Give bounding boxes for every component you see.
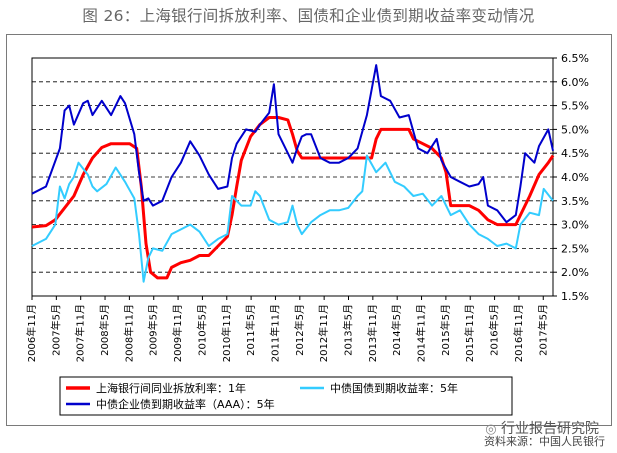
x-tick-label: 2014年11月 <box>415 304 428 362</box>
series-lines <box>31 64 555 283</box>
legend-label-1: 上海银行间同业拆放利率：1年 <box>96 381 246 395</box>
y-tick-label: 3.5% <box>561 195 589 208</box>
y-tick-label: 4.5% <box>561 147 589 160</box>
x-tick-label: 2011年5月 <box>244 304 257 356</box>
y-tick-label: 1.5% <box>561 290 589 303</box>
x-tick-label: 2012年11月 <box>317 304 330 362</box>
y-tick-label: 2.0% <box>561 266 589 279</box>
x-tick-label: 2015年5月 <box>439 304 452 356</box>
x-tick-label: 2013年11月 <box>366 304 379 362</box>
series-line-1 <box>31 116 555 280</box>
legend: 上海银行间同业拆放利率：1年 中债国债到期收益率：5年中债企业债到期收益率（AAA… <box>59 376 513 416</box>
x-tick-label: 2008年11月 <box>122 304 135 362</box>
x-tick-label: 2009年11月 <box>171 304 184 362</box>
x-tick-label: 2007年11月 <box>74 304 87 362</box>
y-axis-ticks: 1.5% 2.0% 2.5% 3.0% 3.5% 4.0% 4.5% 5.0% 5.5% 6.0%… <box>553 52 589 303</box>
x-tick-label: 2015年11月 <box>463 304 476 362</box>
legend-label-3: 中债企业债到期收益率（AAA）：5年 <box>96 397 275 411</box>
x-tick-label: 2016年11月 <box>512 304 525 362</box>
x-tick-label: 2007年5月 <box>49 304 62 356</box>
source-note: 资料来源：中国人民银行 <box>484 435 605 448</box>
grid-lines <box>32 81 553 273</box>
x-tick-label: 2009年5月 <box>147 304 160 356</box>
chart-title: 图 26：上海银行间拆放利率、国债和企业债到期收益率变动情况 <box>82 7 535 25</box>
x-tick-label: 2016年5月 <box>488 304 501 356</box>
legend-label-2: 中债国债到期收益率：5年 <box>330 381 458 395</box>
x-tick-label: 2010年11月 <box>220 304 233 362</box>
x-tick-label: 2010年5月 <box>195 304 208 356</box>
y-tick-label: 5.0% <box>561 123 589 136</box>
series-line-3 <box>31 64 554 224</box>
y-tick-label: 6.0% <box>561 76 589 89</box>
y-tick-label: 5.5% <box>561 100 589 113</box>
x-tick-label: 2011年11月 <box>268 304 281 362</box>
watermark-text: ◎ 行业报告研究院 <box>485 421 599 437</box>
legend-box <box>59 376 513 416</box>
y-tick-label: 3.0% <box>561 219 589 232</box>
chart-frame <box>6 34 612 426</box>
x-tick-label: 2014年5月 <box>390 304 403 356</box>
wechat-icon: ◎ <box>485 422 497 437</box>
x-tick-label: 2012年5月 <box>293 304 306 356</box>
x-tick-label: 2008年5月 <box>98 304 111 356</box>
x-tick-label: 2017年5月 <box>536 304 549 356</box>
y-tick-label: 6.5% <box>561 52 589 65</box>
x-tick-label: 2006年11月 <box>25 304 38 362</box>
series-line-2 <box>31 154 554 283</box>
x-tick-label: 2013年5月 <box>341 304 354 356</box>
y-tick-label: 2.5% <box>561 242 589 255</box>
y-tick-label: 4.0% <box>561 171 589 184</box>
x-axis-ticks: 2006年11月 2007年5月 2007年11月 2008年5月 2008年11月 20… <box>25 296 549 362</box>
